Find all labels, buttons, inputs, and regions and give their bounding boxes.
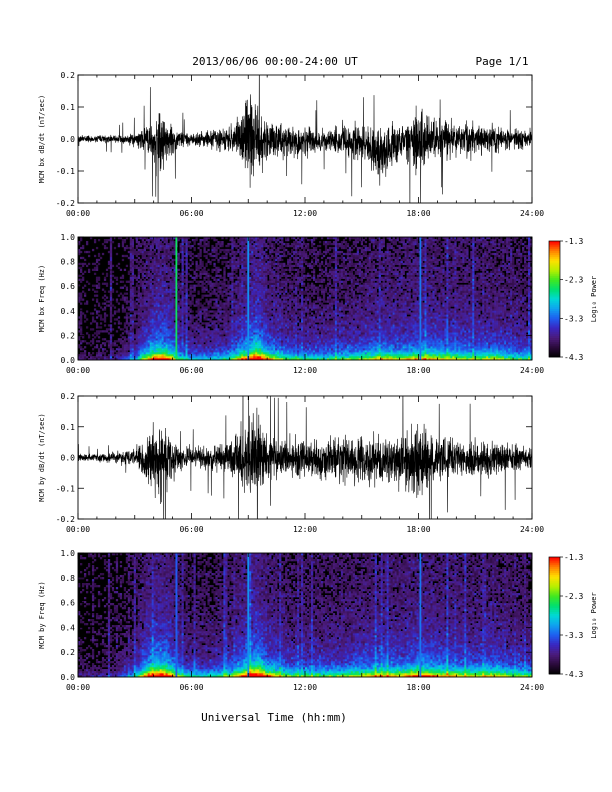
y-tick-label: -0.2 bbox=[56, 199, 75, 208]
figure-title: 2013/06/06 00:00-24:00 UT bbox=[192, 55, 358, 68]
colorbar-tick-label: -2.3 bbox=[564, 276, 583, 285]
y-tick-label: 0.2 bbox=[61, 648, 76, 657]
colorbar-segment bbox=[549, 557, 560, 559]
y-axis-label: MCM by Freq (Hz) bbox=[38, 581, 46, 648]
y-tick-label: 0.4 bbox=[61, 623, 76, 632]
y-tick-label: 0.8 bbox=[61, 574, 76, 583]
y-tick-label: 0.6 bbox=[61, 282, 76, 291]
x-axis-label: Universal Time (hh:mm) bbox=[201, 711, 347, 724]
y-tick-label: 0.2 bbox=[61, 392, 76, 401]
y-tick-label: -0.1 bbox=[56, 484, 75, 493]
colorbar-label: Log₁₀ Power bbox=[590, 276, 598, 322]
x-tick-label: 06:00 bbox=[179, 366, 203, 375]
spectrogram-cells-3 bbox=[78, 553, 532, 677]
spectral-line-0 bbox=[175, 237, 177, 360]
x-tick-label: 06:00 bbox=[179, 209, 203, 218]
y-tick-label: -0.1 bbox=[56, 167, 75, 176]
spectral-line-2 bbox=[419, 553, 421, 677]
y-axis-label: MCM bx Freq (Hz) bbox=[38, 265, 46, 332]
spectral-line-0 bbox=[175, 553, 177, 677]
trace-panel-2: 00:00 06:00 12:00 18:00 24:00 -0.2 -0.1 0.0 0.1 0… bbox=[38, 345, 544, 564]
colorbar-tick-label: -3.3 bbox=[564, 314, 583, 323]
x-tick-label: 00:00 bbox=[66, 366, 90, 375]
x-tick-label: 18:00 bbox=[406, 366, 430, 375]
x-tick-label: 18:00 bbox=[406, 209, 430, 218]
x-tick-label: 00:00 bbox=[66, 209, 90, 218]
x-tick-label: 00:00 bbox=[66, 525, 90, 534]
y-tick-label: 0.4 bbox=[61, 307, 76, 316]
colorbar-tick-label: -4.3 bbox=[564, 670, 583, 679]
x-tick-label: 12:00 bbox=[293, 525, 317, 534]
y-tick-label: 1.0 bbox=[61, 233, 76, 242]
x-tick-label: 24:00 bbox=[520, 366, 544, 375]
x-tick-label: 12:00 bbox=[293, 209, 317, 218]
page-indicator: Page 1/1 bbox=[476, 55, 529, 68]
spectrogram-panel-1: 00:00 06:00 12:00 18:00 24:00 0.0 0.2 0.4 0.6 0.8… bbox=[38, 233, 598, 375]
x-tick-label: 12:00 bbox=[293, 683, 317, 692]
colorbar-label: Log₁₀ Power bbox=[590, 592, 598, 638]
y-tick-label: 0.2 bbox=[61, 71, 76, 80]
x-tick-label: 06:00 bbox=[179, 683, 203, 692]
y-tick-label: 0.1 bbox=[61, 103, 76, 112]
panels-group: 00:00 06:00 12:00 18:00 24:00 -0.2 -0.1 0.0 0.1 0… bbox=[38, 43, 598, 692]
colorbar-tick-label: -4.3 bbox=[564, 353, 583, 362]
spectrogram-panel-3: 00:00 06:00 12:00 18:00 24:00 0.0 0.2 0.4 0.6 0.8… bbox=[38, 549, 598, 692]
y-tick-label: 0.0 bbox=[61, 454, 76, 463]
y-tick-label: 0.0 bbox=[61, 673, 76, 682]
colorbar-tick-label: -3.3 bbox=[564, 631, 583, 640]
x-tick-label: 12:00 bbox=[293, 366, 317, 375]
y-axis-label: MCM by dB/dt (nT/sec) bbox=[38, 413, 46, 502]
y-tick-label: 0.8 bbox=[61, 258, 76, 267]
y-tick-label: 0.0 bbox=[61, 135, 76, 144]
spectral-line-2 bbox=[419, 237, 421, 360]
y-tick-label: 1.0 bbox=[61, 549, 76, 558]
y-tick-label: 0.6 bbox=[61, 599, 76, 608]
x-tick-label: 00:00 bbox=[66, 683, 90, 692]
y-tick-label: 0.0 bbox=[61, 356, 76, 365]
x-tick-label: 18:00 bbox=[406, 683, 430, 692]
y-tick-label: 0.1 bbox=[61, 423, 76, 432]
colorbar-tick-label: -1.3 bbox=[564, 553, 583, 562]
y-tick-label: 0.2 bbox=[61, 331, 76, 340]
spectral-line-1 bbox=[247, 237, 249, 360]
x-tick-label: 06:00 bbox=[179, 525, 203, 534]
trace-panel-0: 00:00 06:00 12:00 18:00 24:00 -0.2 -0.1 0.0 0.1 0… bbox=[38, 43, 544, 240]
x-tick-label: 18:00 bbox=[406, 525, 430, 534]
x-tick-label: 24:00 bbox=[520, 209, 544, 218]
x-tick-label: 24:00 bbox=[520, 525, 544, 534]
y-tick-label: -0.2 bbox=[56, 515, 75, 524]
spectral-line-1 bbox=[247, 553, 249, 677]
colorbar-tick-label: -1.3 bbox=[564, 237, 583, 246]
colorbar-tick-label: -2.3 bbox=[564, 592, 583, 601]
y-axis-label: MCM bx dB/dt (nT/sec) bbox=[38, 95, 46, 184]
x-tick-label: 24:00 bbox=[520, 683, 544, 692]
